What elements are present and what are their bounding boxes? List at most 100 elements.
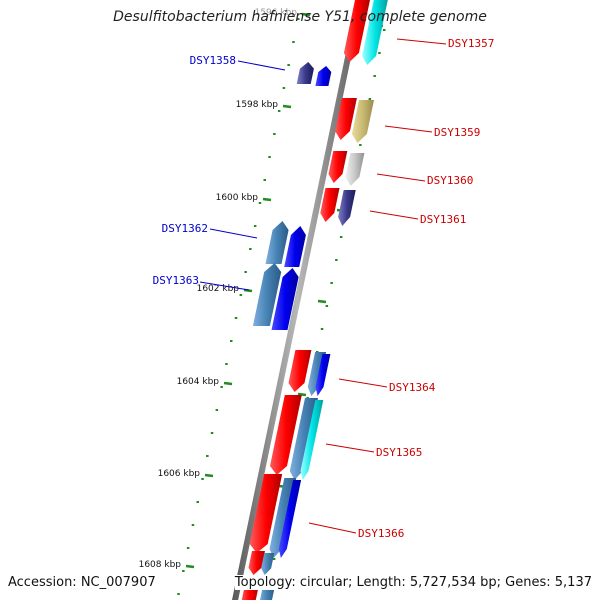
gene-label-dsy1360[interactable]: DSY1360: [427, 174, 473, 187]
gene-arrow[interactable]: [284, 226, 306, 267]
scale-tick: [204, 473, 214, 478]
gene-arrow[interactable]: [315, 354, 331, 396]
label-leader-line: [396, 38, 447, 45]
scale-dot: [368, 98, 372, 100]
gene-arrow[interactable]: [248, 551, 266, 575]
label-leader-line: [338, 378, 388, 388]
scale-dot: [359, 144, 362, 146]
label-leader-line: [325, 443, 375, 453]
gene-label-dsy1365[interactable]: DSY1365: [376, 446, 422, 459]
gene-arrow[interactable]: [288, 350, 312, 392]
gene-features: [240, 0, 388, 604]
scale-dot: [282, 87, 286, 89]
scale-tick-label: 1606 kbp: [158, 469, 201, 479]
scale-tick: [317, 299, 327, 304]
scale-dot: [201, 478, 204, 480]
genome-backbone: [231, 0, 363, 604]
label-leader-line: [209, 228, 258, 239]
gene-label-dsy1361[interactable]: DSY1361: [420, 213, 466, 226]
scale-tick-label: 1604 kbp: [177, 377, 220, 387]
label-leader-line: [384, 125, 433, 133]
scale-ticks: 1596 kbp 1598 kbp 1600 kbp 1602 kbp 1604 kbp…: [139, 8, 384, 580]
gene-arrow[interactable]: [270, 395, 302, 475]
gene-label-dsy1358[interactable]: DSY1358: [190, 54, 236, 67]
gene-label-dsy1366[interactable]: DSY1366: [358, 527, 404, 540]
gene-label-dsy1364[interactable]: DSY1364: [389, 381, 436, 394]
label-leader-line: [376, 173, 426, 182]
scale-dot: [339, 236, 343, 238]
scale-dot: [225, 363, 228, 365]
scale-dot: [373, 75, 376, 77]
scale-tick-label: 1598 kbp: [236, 100, 279, 110]
scale-dot: [325, 305, 329, 307]
scale-dot: [320, 328, 324, 330]
gene-arrow[interactable]: [289, 398, 318, 480]
scale-dot: [268, 156, 271, 158]
gene-label-dsy1363[interactable]: DSY1363: [153, 274, 199, 287]
scale-dot: [258, 202, 262, 204]
map-title: Desulfitobacterium hafniense Y51, comple…: [113, 9, 487, 25]
gene-arrow[interactable]: [328, 151, 348, 183]
gene-arrow[interactable]: [296, 62, 314, 84]
scale-dot: [210, 432, 214, 434]
scale-tick-label: 1596 kbp: [255, 8, 298, 18]
scale-dot: [383, 29, 386, 31]
scale-dot: [263, 179, 266, 181]
gene-arrow[interactable]: [335, 98, 357, 140]
scale-tick-label: 1608 kbp: [139, 560, 182, 570]
scale-dot: [215, 409, 219, 411]
scale-tick: [301, 12, 311, 17]
label-leader-line: [237, 60, 286, 71]
scale-dot: [186, 547, 190, 549]
topology-text: Topology: circular; Length: 5,727,534 bp…: [234, 575, 592, 590]
label-leader-line: [308, 522, 357, 534]
gene-labels: DSY1357 DSY1358 DSY1359 DSY1360 DSY1361 DSY13…: [153, 37, 495, 540]
scale-dot: [277, 110, 281, 112]
gene-arrow[interactable]: [278, 480, 302, 558]
scale-dot: [273, 133, 276, 135]
scale-tick: [282, 104, 292, 109]
gene-arrow[interactable]: [338, 190, 356, 226]
scale-dot: [335, 259, 338, 261]
label-leader-line: [199, 281, 250, 291]
scale-dot: [244, 271, 247, 273]
scale-dot: [206, 455, 209, 457]
scale-dot: [182, 570, 185, 572]
scale-dot: [297, 18, 300, 20]
gene-arrow[interactable]: [252, 263, 282, 326]
gene-arrow[interactable]: [320, 188, 340, 222]
gene-arrow[interactable]: [271, 268, 299, 330]
scale-tick: [185, 564, 195, 569]
gene-arrow[interactable]: [261, 553, 275, 575]
scale-tick: [297, 392, 307, 397]
gene-arrow[interactable]: [345, 153, 365, 186]
gene-arrow[interactable]: [249, 474, 283, 553]
scale-tick: [243, 288, 253, 293]
label-leader-line: [369, 210, 419, 220]
accession-text: Accession: NC_007907: [8, 575, 156, 590]
gene-arrow[interactable]: [343, 0, 370, 62]
label-leaders: [199, 38, 447, 534]
gene-arrow[interactable]: [362, 0, 388, 65]
gene-label-dsy1357[interactable]: DSY1357: [448, 37, 494, 50]
scale-dot: [196, 501, 199, 503]
gene-arrow[interactable]: [300, 400, 324, 480]
scale-tick-label: 1600 kbp: [216, 193, 259, 203]
scale-dot: [191, 524, 195, 526]
scale-dot: [230, 340, 233, 342]
scale-tick-label: 1602 kbp: [197, 284, 240, 294]
gene-arrow[interactable]: [351, 100, 374, 143]
scale-dot: [330, 282, 333, 284]
scale-dot: [272, 558, 276, 560]
gene-label-dsy1362[interactable]: DSY1362: [162, 222, 208, 235]
scale-dot: [378, 52, 381, 54]
gene-arrow[interactable]: [315, 66, 332, 86]
scale-dot: [292, 41, 295, 43]
gene-label-dsy1359[interactable]: DSY1359: [434, 126, 480, 139]
scale-dot: [239, 294, 243, 296]
gene-arrow[interactable]: [265, 221, 289, 264]
scale-dot: [287, 64, 290, 66]
scale-dot: [220, 386, 223, 388]
